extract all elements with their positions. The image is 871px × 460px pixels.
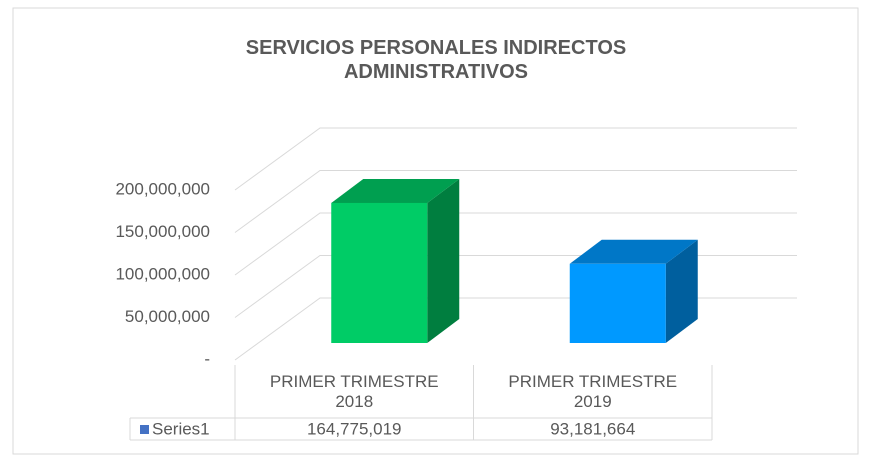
x-tick-label: PRIMER TRIMESTRE 2019: [508, 372, 678, 411]
bar-side: [665, 239, 698, 343]
x-tick-label: PRIMER TRIMESTRE 2018: [269, 372, 439, 411]
bar: [331, 202, 428, 343]
y-tick-label: 50,000,000: [125, 307, 210, 326]
bar: [569, 263, 666, 343]
table-value: 93,181,664: [550, 419, 635, 438]
grid-line: [234, 127, 797, 191]
bar-top: [569, 239, 698, 264]
bar-top: [331, 178, 460, 203]
y-tick-label: 100,000,000: [115, 264, 210, 283]
chart-title: SERVICIOS PERSONALES INDIRECTOS ADMINIST…: [245, 37, 627, 83]
grid-line: [234, 212, 797, 276]
y-tick-label: 150,000,000: [115, 222, 210, 241]
bar-side: [427, 178, 460, 343]
table-value: 164,775,019: [307, 419, 402, 438]
y-tick-label: 200,000,000: [115, 179, 210, 198]
legend-label: Series1: [152, 419, 210, 438]
y-tick-label: -: [204, 349, 210, 368]
grid-line: [234, 170, 797, 233]
legend-marker: [140, 425, 149, 434]
